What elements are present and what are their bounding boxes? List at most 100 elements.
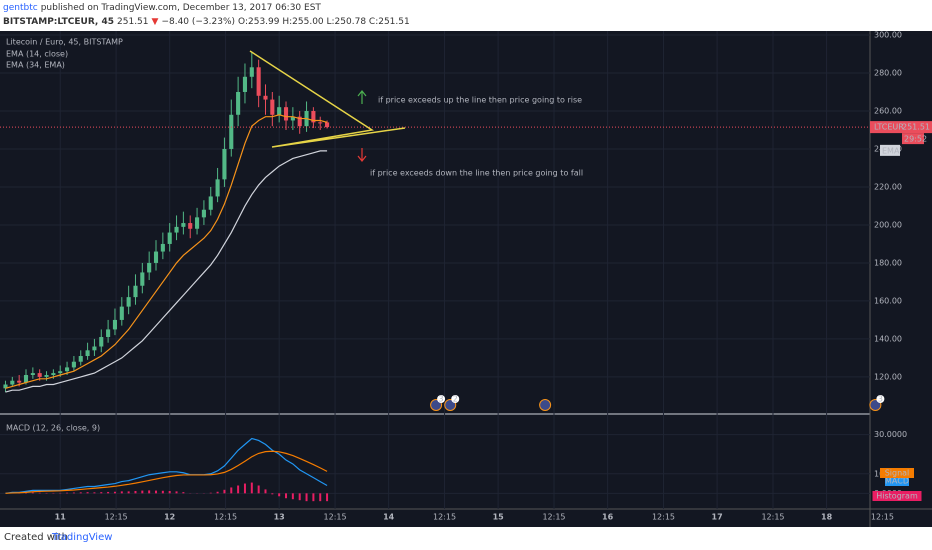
histogram-bar <box>209 492 212 494</box>
y-tick-label: 280.00 <box>874 68 902 77</box>
candle-body <box>106 329 111 338</box>
candle-body <box>65 367 70 372</box>
event-marker <box>539 399 552 411</box>
price: 251.51 <box>117 17 149 27</box>
arrow: ▼ <box>151 17 159 27</box>
symbol-tag: LTCEUR <box>874 123 904 132</box>
histogram-bar <box>326 493 329 502</box>
candle-body <box>78 356 83 362</box>
symbol: BITSTAMP:LTCEUR, 45 <box>3 17 115 27</box>
histogram-bar <box>319 493 322 502</box>
event-badge <box>876 395 885 403</box>
candle-body <box>153 251 159 263</box>
published: published on TradingView.com, December 1… <box>40 3 321 13</box>
candle-body <box>119 306 124 320</box>
ema-tag: EMA <box>882 146 900 155</box>
author[interactable]: gentbtc <box>3 3 38 13</box>
series-tag: Signal <box>885 469 910 478</box>
candle-body <box>133 285 138 298</box>
histogram-bar <box>134 490 137 494</box>
triangle-drawing <box>249 50 406 148</box>
candle-body <box>23 375 29 383</box>
histogram-bar <box>25 492 28 494</box>
x-tick-label: 11 <box>55 513 67 522</box>
candle-body <box>181 223 186 227</box>
ema-line <box>5 150 328 393</box>
histogram-bar <box>298 493 301 501</box>
x-tick-label: 12 <box>164 513 175 522</box>
candle-body <box>3 384 8 389</box>
histogram-bar <box>305 493 308 502</box>
macd-title: MACD (12, 26, close, 9) <box>6 424 100 433</box>
candle-body <box>112 319 118 330</box>
event-badge <box>451 395 460 403</box>
candle-body <box>51 373 56 376</box>
candle-body <box>290 116 295 121</box>
x-tick-label: 16 <box>602 513 614 522</box>
header: gentbtc published on TradingView.com, Dec… <box>0 0 932 31</box>
candle-body <box>99 337 104 347</box>
candle-body <box>325 122 330 128</box>
candle-body <box>270 99 275 115</box>
x-tick-label: 15 <box>493 513 505 522</box>
ema-line <box>5 114 328 389</box>
series-tag-box <box>872 491 922 501</box>
candle-body <box>249 67 254 77</box>
y-tick-label: 300.00 <box>874 31 902 40</box>
annotation: if price exceeds down the line then pric… <box>370 169 583 178</box>
histogram-bar <box>141 490 144 494</box>
candle-body <box>188 223 193 229</box>
candle-body <box>277 107 282 115</box>
brand[interactable]: TradingView <box>52 532 113 543</box>
histogram-bar <box>38 492 41 494</box>
created: Created with <box>4 532 68 543</box>
x-tick-label: 12:15 <box>871 513 894 522</box>
quote-line: BITSTAMP:LTCEUR, 45 251.51 ▼ −8.40 (−3.23%)… <box>3 17 413 27</box>
candle-body <box>256 67 261 96</box>
y-tick-label: 220.00 <box>874 182 902 191</box>
x-tick-label: 12:15 <box>433 513 456 522</box>
candle-body <box>263 95 268 100</box>
candle-body <box>10 380 15 385</box>
legend-entry: EMA (14, close) <box>6 50 68 59</box>
chart: 11 12:15 12 12:15 13 12:15 14 12:15 15 12:15 16 12:… <box>0 31 932 527</box>
x-tick-label: 12:15 <box>324 513 347 522</box>
histogram-bar <box>175 491 178 494</box>
publish-line: gentbtc published on TradingView.com, Dec… <box>3 3 324 13</box>
histogram-bar <box>237 485 240 494</box>
annotation: if price exceeds up the line then price … <box>378 96 582 105</box>
histogram-bar <box>66 492 69 494</box>
y-tick-label: 180.00 <box>874 258 902 267</box>
histogram-bar <box>250 482 253 494</box>
legend-entry: EMA (34, EMA) <box>6 61 65 70</box>
candle-body <box>283 107 289 121</box>
series-tag: MACD <box>885 477 909 486</box>
candle-body <box>126 297 131 307</box>
histogram-bar <box>100 492 103 494</box>
histogram-bar <box>155 490 158 494</box>
event-count: 3 <box>439 395 444 404</box>
down-arrow <box>357 148 367 162</box>
candle-body <box>174 226 179 233</box>
histogram-bar <box>223 489 226 494</box>
series-tag-box <box>880 468 914 478</box>
histogram-bar <box>168 490 171 494</box>
histogram-bar <box>243 483 246 494</box>
histogram-bar <box>312 493 315 502</box>
grid <box>0 31 870 509</box>
y-tick-label: 30.0000 <box>874 430 907 439</box>
histogram-bar <box>127 491 130 494</box>
countdown: 29:52 <box>904 135 927 144</box>
candle-body <box>311 110 316 123</box>
ohlc: O:253.99 H:255.00 L:250.78 C:251.51 <box>238 17 410 27</box>
event-badge <box>437 395 446 403</box>
candle-body <box>229 114 234 149</box>
x-tick-label: 12:15 <box>652 513 675 522</box>
histogram-bar <box>79 492 82 494</box>
candle-body <box>17 380 22 383</box>
histogram-bar <box>230 487 233 494</box>
change: −8.40 (−3.23%) <box>161 17 236 27</box>
candle-body <box>58 371 63 374</box>
macd-line <box>5 450 328 494</box>
